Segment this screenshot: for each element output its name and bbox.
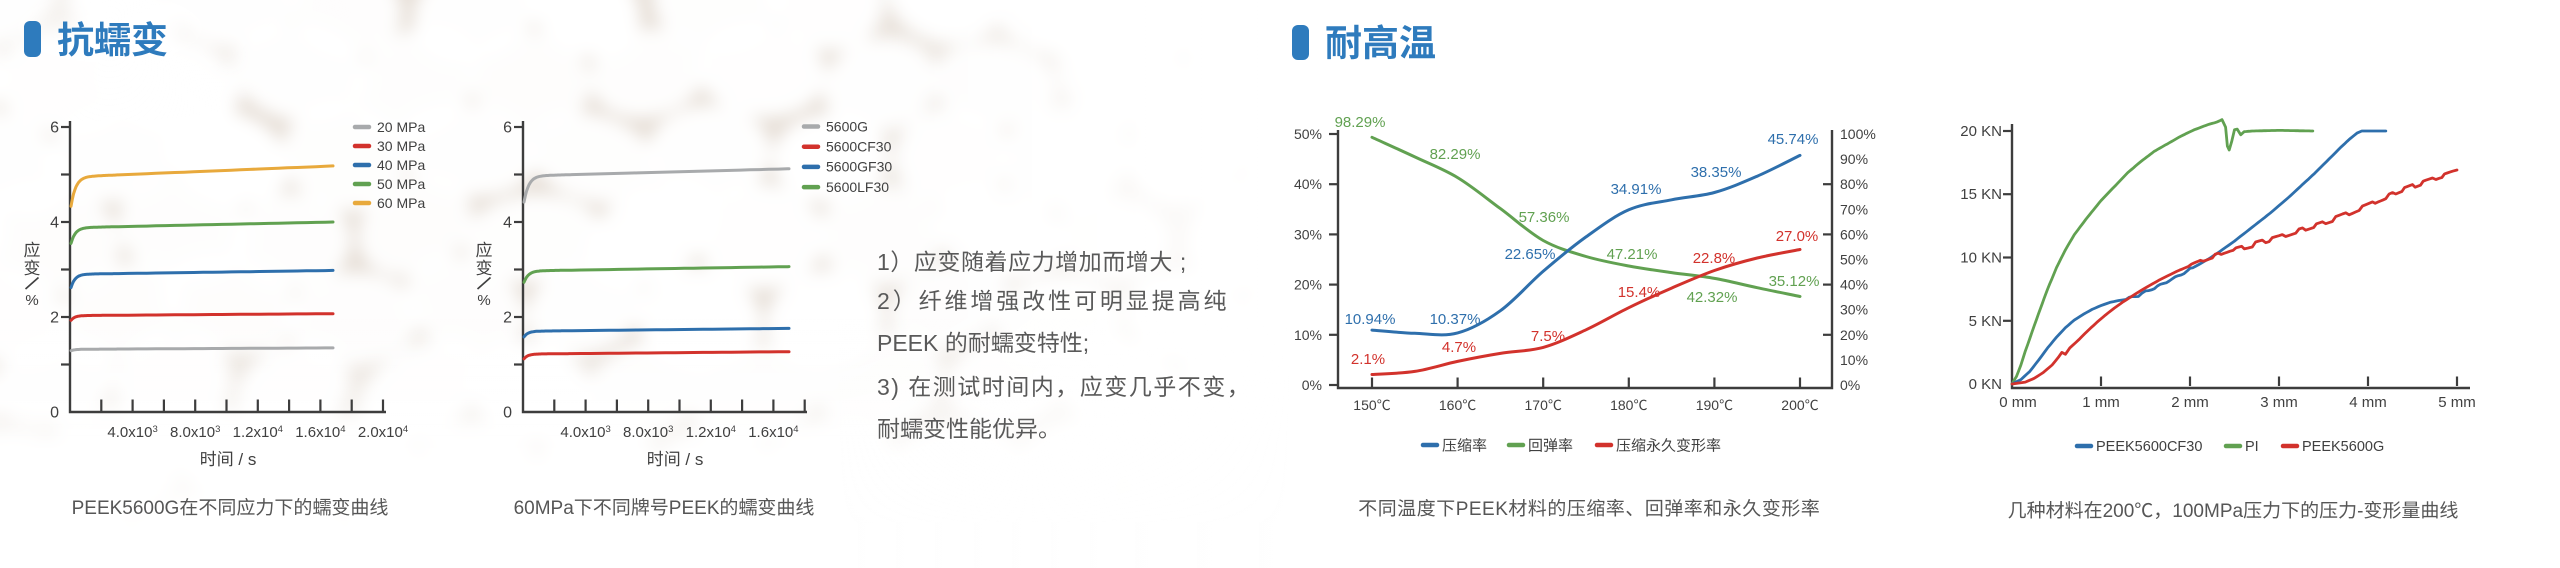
svg-text:20 KN: 20 KN (1960, 123, 2002, 140)
svg-text:20 MPa: 20 MPa (377, 119, 425, 135)
svg-text:160: 160 (1439, 397, 1463, 413)
svg-text:5 KN: 5 KN (1969, 313, 2002, 330)
svg-text:35.12%: 35.12% (1769, 273, 1820, 290)
svg-text:80%: 80% (1840, 176, 1868, 192)
svg-text:1.2x104: 1.2x104 (686, 424, 736, 441)
svg-text:5600GF30: 5600GF30 (826, 159, 892, 175)
svg-text:20%: 20% (1294, 277, 1322, 293)
svg-text:10.37%: 10.37% (1430, 311, 1481, 328)
svg-text:PEEK5600G: PEEK5600G (72, 498, 180, 519)
svg-text:PEEK: PEEK (877, 330, 939, 356)
svg-text:2 mm: 2 mm (2171, 394, 2209, 411)
svg-text:5600CF30: 5600CF30 (826, 139, 892, 155)
svg-text:47.21%: 47.21% (1607, 246, 1658, 263)
svg-text:1.2x104: 1.2x104 (233, 424, 283, 441)
svg-text:40%: 40% (1840, 277, 1868, 293)
svg-text:;: ; (1083, 330, 1089, 356)
svg-text:40 MPa: 40 MPa (377, 157, 425, 173)
svg-text:7.5%: 7.5% (1531, 328, 1565, 345)
svg-text:6: 6 (503, 120, 512, 137)
svg-text:90%: 90% (1840, 151, 1868, 167)
svg-text:70%: 70% (1840, 201, 1868, 217)
svg-text:1.6x104: 1.6x104 (295, 424, 345, 441)
svg-text:8.0x103: 8.0x103 (170, 424, 220, 441)
svg-text:PEEK: PEEK (669, 498, 720, 519)
svg-text:60MPa: 60MPa (514, 498, 575, 519)
svg-text:200: 200 (1781, 397, 1805, 413)
svg-text:150: 150 (1353, 397, 1377, 413)
svg-text:0 KN: 0 KN (1969, 376, 2002, 393)
svg-text:200: 200 (2103, 501, 2135, 522)
svg-text:8.0x103: 8.0x103 (623, 424, 673, 441)
svg-text:15 KN: 15 KN (1960, 186, 2002, 203)
svg-text:170: 170 (1525, 397, 1549, 413)
svg-text:PEEK5600CF30: PEEK5600CF30 (2096, 439, 2202, 455)
svg-text:0%: 0% (1840, 377, 1860, 393)
svg-text:45.74%: 45.74% (1768, 131, 1819, 148)
svg-text:10%: 10% (1294, 327, 1322, 343)
svg-text:PEEK5600G: PEEK5600G (2302, 439, 2384, 455)
svg-text:2.0x104: 2.0x104 (358, 424, 408, 441)
svg-text:5 mm: 5 mm (2438, 394, 2476, 411)
svg-text:4.7%: 4.7% (1442, 339, 1476, 356)
svg-text:100MPa: 100MPa (2172, 501, 2243, 522)
svg-text:4.0x103: 4.0x103 (560, 424, 610, 441)
svg-text:30 MPa: 30 MPa (377, 138, 425, 154)
svg-text:2.1%: 2.1% (1351, 351, 1385, 368)
svg-text:82.29%: 82.29% (1430, 146, 1481, 163)
svg-text:3): 3) (877, 374, 900, 400)
svg-text:98.29%: 98.29% (1335, 114, 1386, 131)
svg-text:4: 4 (50, 215, 59, 232)
svg-text:;: ; (1180, 249, 1187, 275)
svg-text:15.4%: 15.4% (1618, 284, 1661, 301)
svg-text:4 mm: 4 mm (2349, 394, 2387, 411)
svg-text:1 mm: 1 mm (2082, 394, 2120, 411)
svg-text:60%: 60% (1840, 226, 1868, 242)
svg-text:42.32%: 42.32% (1687, 289, 1738, 306)
svg-text:4.0x103: 4.0x103 (107, 424, 157, 441)
svg-text:50%: 50% (1294, 126, 1322, 142)
svg-text:2: 2 (50, 310, 59, 327)
svg-text:0: 0 (50, 405, 59, 422)
svg-text:1.6x104: 1.6x104 (748, 424, 798, 441)
svg-text:PEEK: PEEK (1456, 499, 1509, 520)
svg-text:60 MPa: 60 MPa (377, 195, 425, 211)
svg-text:0%: 0% (1302, 377, 1322, 393)
svg-text:/ s: / s (685, 450, 703, 469)
svg-text:180: 180 (1610, 397, 1634, 413)
svg-text:%: % (25, 292, 38, 309)
svg-text:/ s: / s (238, 450, 256, 469)
svg-text:-: - (2357, 501, 2363, 522)
svg-text:50%: 50% (1840, 252, 1868, 268)
svg-text:34.91%: 34.91% (1611, 181, 1662, 198)
svg-text:3 mm: 3 mm (2260, 394, 2298, 411)
svg-text:1: 1 (877, 249, 890, 275)
svg-text:190: 190 (1696, 397, 1720, 413)
svg-text:5600LF30: 5600LF30 (826, 179, 889, 195)
svg-text:38.35%: 38.35% (1691, 164, 1742, 181)
svg-text:10%: 10% (1840, 352, 1868, 368)
svg-text:2: 2 (503, 310, 512, 327)
svg-text:0: 0 (503, 405, 512, 422)
svg-text:100%: 100% (1840, 126, 1876, 142)
svg-text:30%: 30% (1294, 226, 1322, 242)
svg-text:22.8%: 22.8% (1693, 250, 1736, 267)
svg-text:0 mm: 0 mm (1999, 394, 2037, 411)
svg-text:10.94%: 10.94% (1345, 311, 1396, 328)
svg-text:27.0%: 27.0% (1776, 228, 1819, 245)
svg-text:40%: 40% (1294, 176, 1322, 192)
svg-text:22.65%: 22.65% (1505, 246, 1556, 263)
svg-text:PI: PI (2245, 439, 2259, 455)
svg-text:57.36%: 57.36% (1519, 209, 1570, 226)
svg-text:10 KN: 10 KN (1960, 250, 2002, 267)
svg-text:4: 4 (503, 215, 512, 232)
svg-text:50 MPa: 50 MPa (377, 176, 425, 192)
svg-text:6: 6 (50, 120, 59, 137)
svg-text:5600G: 5600G (826, 118, 868, 134)
svg-text:20%: 20% (1840, 327, 1868, 343)
svg-text:2: 2 (877, 288, 893, 314)
svg-text:30%: 30% (1840, 302, 1868, 318)
svg-text:%: % (477, 292, 490, 309)
